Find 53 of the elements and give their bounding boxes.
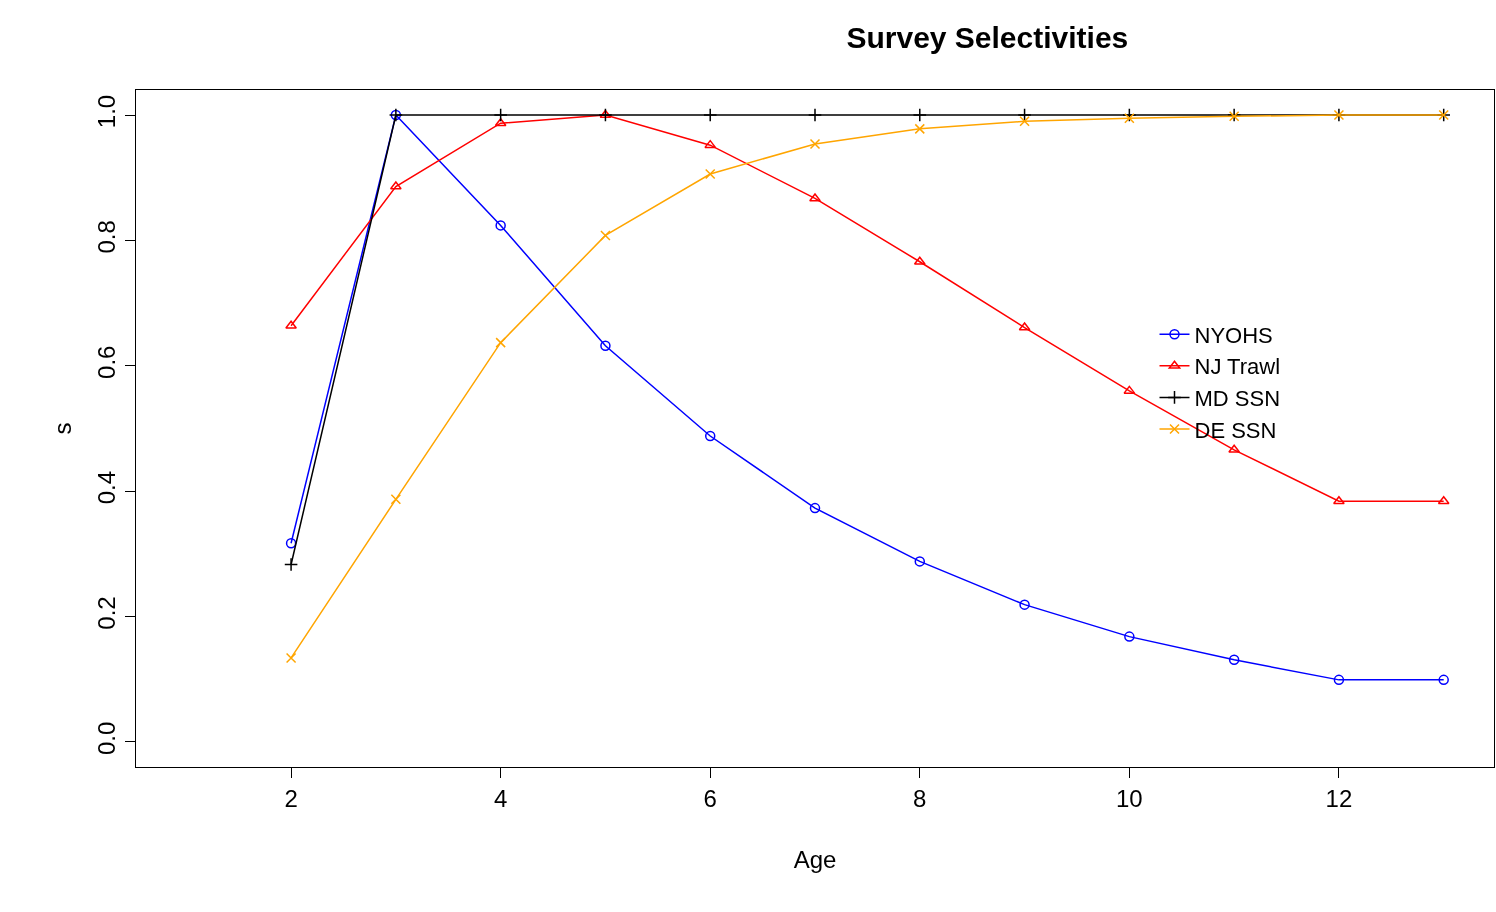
legend-label: DE SSN (1194, 417, 1277, 443)
point (703, 108, 718, 123)
legend-label: NYOHS (1194, 322, 1273, 348)
point (390, 494, 402, 505)
x-axis-title: Age (793, 846, 837, 874)
point (914, 123, 926, 135)
point (599, 109, 612, 119)
y-tick-label: 0.6 (93, 345, 121, 379)
point (704, 139, 717, 149)
point (704, 430, 716, 442)
point (494, 117, 507, 127)
y-tick-label: 0.8 (93, 220, 121, 254)
y-tick-label: 1.0 (93, 94, 121, 129)
x-tick-label: 10 (1116, 784, 1143, 812)
x-tick-label: 6 (703, 784, 717, 812)
point (1019, 116, 1030, 127)
y-axis-title: s (48, 422, 76, 435)
point (1124, 112, 1135, 124)
point (600, 230, 611, 241)
y-tick-label: 0.0 (93, 721, 121, 756)
point (1438, 674, 1449, 686)
point (1228, 654, 1240, 666)
point (284, 557, 299, 572)
point (493, 108, 508, 123)
legend-label: MD SSN (1194, 385, 1281, 411)
point (1333, 674, 1345, 686)
point (914, 556, 926, 567)
point (1332, 495, 1345, 505)
point (807, 108, 823, 123)
point (600, 340, 611, 352)
point (1124, 631, 1135, 642)
point (912, 108, 927, 123)
point (285, 537, 297, 549)
point (809, 138, 821, 150)
legend-label: NJ Trawl (1194, 354, 1281, 380)
chart-title: Survey Selectivities (846, 21, 1129, 55)
point (1019, 599, 1030, 610)
y-tick-label: 0.2 (93, 596, 121, 630)
point (598, 108, 613, 123)
point (1437, 495, 1450, 505)
point (809, 193, 821, 202)
point (704, 168, 716, 180)
x-tick-label: 12 (1325, 784, 1353, 812)
point (1122, 108, 1137, 123)
point (495, 220, 506, 231)
x-tick-label: 8 (913, 784, 927, 812)
point (495, 337, 506, 348)
point (1017, 108, 1032, 123)
x-tick-label: 2 (284, 784, 298, 812)
y-tick-label: 0.4 (93, 470, 121, 505)
x-tick-label: 4 (493, 784, 508, 812)
point (809, 502, 821, 514)
point (285, 652, 297, 664)
